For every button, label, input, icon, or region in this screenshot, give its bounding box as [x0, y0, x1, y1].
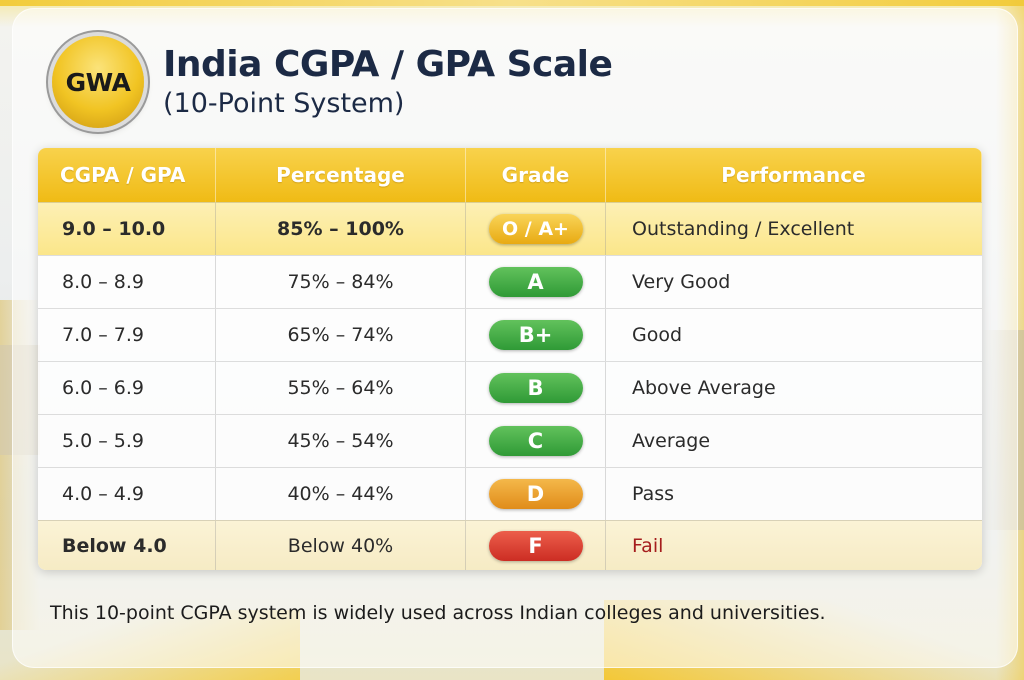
percentage-cell: 85% – 100% [216, 203, 466, 255]
footnote-text: This 10-point CGPA system is widely used… [50, 602, 826, 624]
percentage-cell: 45% – 54% [216, 415, 466, 467]
grade-badge: B+ [488, 320, 583, 350]
grade-cell: D [466, 468, 606, 520]
percentage-cell: 40% – 44% [216, 468, 466, 520]
grade-badge: A [488, 267, 583, 297]
cgpa-scale-table: CGPA / GPA Percentage Grade Performance … [38, 148, 982, 570]
logo-text: GWA [65, 67, 131, 97]
top-accent-bar [0, 0, 1024, 6]
percentage-cell: 65% – 74% [216, 309, 466, 361]
grade-cell: O / A+ [466, 203, 606, 255]
column-header-grade: Grade [466, 148, 606, 202]
grade-badge: D [488, 479, 583, 509]
table-row: 9.0 – 10.0 85% – 100% O / A+ Outstanding… [38, 202, 982, 255]
cgpa-cell: Below 4.0 [38, 521, 216, 570]
cgpa-cell: 9.0 – 10.0 [38, 203, 216, 255]
cgpa-cell: 8.0 – 8.9 [38, 256, 216, 308]
performance-cell: Pass [632, 483, 675, 505]
grade-badge: O / A+ [488, 214, 583, 244]
performance-cell: Above Average [632, 377, 776, 399]
cgpa-cell: 6.0 – 6.9 [38, 362, 216, 414]
percentage-cell: 75% – 84% [216, 256, 466, 308]
table-row: 7.0 – 7.9 65% – 74% B+ Good [38, 308, 982, 361]
performance-cell: Outstanding / Excellent [632, 218, 855, 240]
grade-cell: A [466, 256, 606, 308]
cgpa-cell: 5.0 – 5.9 [38, 415, 216, 467]
cgpa-cell: 4.0 – 4.9 [38, 468, 216, 520]
page-subtitle: (10-Point System) [163, 88, 405, 119]
grade-badge: B [488, 373, 583, 403]
grade-cell: B [466, 362, 606, 414]
column-header-performance: Performance [606, 148, 982, 202]
table-header-row: CGPA / GPA Percentage Grade Performance [38, 148, 982, 202]
grade-cell: F [466, 521, 606, 570]
grade-cell: C [466, 415, 606, 467]
cgpa-cell: 7.0 – 7.9 [38, 309, 216, 361]
column-header-cgpa: CGPA / GPA [38, 148, 216, 202]
grade-cell: B+ [466, 309, 606, 361]
page-title: India CGPA / GPA Scale [163, 44, 613, 85]
gwa-logo: GWA [52, 36, 144, 128]
performance-cell: Very Good [632, 271, 731, 293]
grade-badge: C [488, 426, 583, 456]
performance-cell: Good [632, 324, 683, 346]
performance-cell: Fail [632, 535, 664, 557]
table-row: 4.0 – 4.9 40% – 44% D Pass [38, 467, 982, 520]
grade-badge: F [488, 531, 583, 561]
percentage-cell: 55% – 64% [216, 362, 466, 414]
performance-cell: Average [632, 430, 711, 452]
table-row: 6.0 – 6.9 55% – 64% B Above Average [38, 361, 982, 414]
percentage-cell: Below 40% [216, 521, 466, 570]
table-row: Below 4.0 Below 40% F Fail [38, 520, 982, 570]
table-row: 5.0 – 5.9 45% – 54% C Average [38, 414, 982, 467]
column-header-percentage: Percentage [216, 148, 466, 202]
table-row: 8.0 – 8.9 75% – 84% A Very Good [38, 255, 982, 308]
